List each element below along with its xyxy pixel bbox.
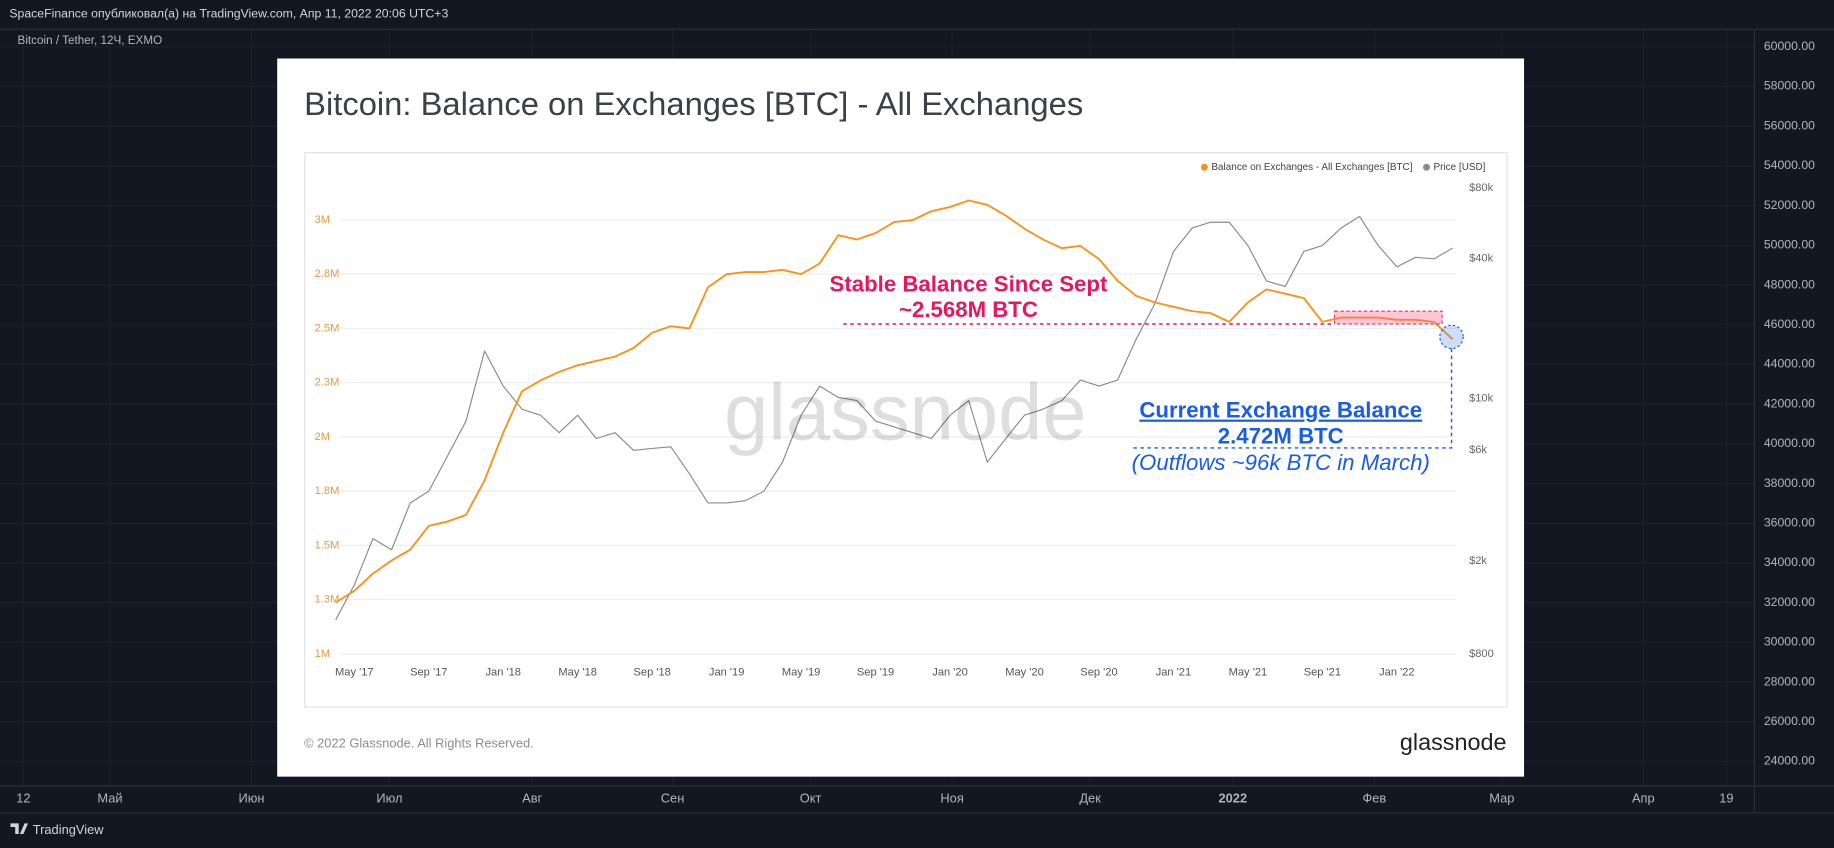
legend-label: Price [USD] (1434, 162, 1486, 173)
annotation: ~2.568M BTC (899, 297, 1038, 322)
time-tick-label: Сен (661, 790, 685, 805)
header: SpaceFinance опубликовал(а) на TradingVi… (9, 6, 448, 20)
annotation: 2.472M BTC (1218, 423, 1344, 448)
y2-tick-label: $800 (1469, 648, 1494, 660)
legend-swatch (1200, 163, 1208, 171)
time-tick-label: 12 (16, 790, 30, 805)
y-tick-label: 1M (315, 648, 330, 660)
price-tick-label: 46000.00 (1764, 317, 1815, 331)
x-tick-label: Jan '22 (1379, 666, 1414, 678)
x-tick-label: May '20 (1005, 666, 1044, 678)
y-tick-label: 1.3M (315, 594, 340, 606)
x-tick-label: Sep '19 (857, 666, 894, 678)
x-tick-label: May '19 (782, 666, 821, 678)
current-leader (1132, 348, 1453, 449)
y-tick-label: 2.8M (315, 268, 340, 280)
price-tick-label: 36000.00 (1764, 515, 1815, 529)
y-tick-label: 3M (315, 214, 330, 226)
x-tick-label: Sep '17 (410, 666, 447, 678)
y-tick-label: 2M (315, 431, 330, 443)
price-tick-label: 38000.00 (1764, 476, 1815, 490)
watermark: glassnode (724, 368, 1087, 457)
y-tick-label: 2.5M (315, 322, 340, 334)
x-tick-label: Sep '21 (1304, 666, 1341, 678)
legend-label: Balance on Exchanges - All Exchanges [BT… (1211, 162, 1412, 173)
time-tick-label: Июл (376, 790, 402, 805)
y2-tick-label: $2k (1469, 555, 1487, 567)
x-tick-label: Jan '19 (709, 666, 744, 678)
price-tick-label: 42000.00 (1764, 396, 1815, 410)
time-tick-label: Дек (1079, 790, 1101, 805)
y-tick-label: 1.8M (315, 485, 340, 497)
time-tick-label: Апр (1632, 790, 1655, 805)
brand: glassnode (1400, 729, 1507, 755)
x-tick-label: Jan '18 (485, 666, 520, 678)
time-tick-label: Мар (1489, 790, 1514, 805)
annotation: Current Exchange Balance (1139, 398, 1422, 423)
time-tick-label: 2022 (1218, 790, 1247, 805)
x-tick-label: Jan '20 (932, 666, 967, 678)
symbol: Bitcoin / Tether, 12Ч, EXMO (18, 34, 163, 47)
price-tick-label: 50000.00 (1764, 238, 1815, 252)
highlight (1334, 310, 1443, 325)
time-tick-label: Июн (238, 790, 264, 805)
footer: TradingView (33, 822, 104, 837)
legend-swatch (1423, 163, 1431, 171)
price-tick-label: 48000.00 (1764, 277, 1815, 291)
price-tick-label: 44000.00 (1764, 357, 1815, 371)
y2-tick-label: $80k (1469, 182, 1494, 194)
y2-tick-label: $6k (1469, 444, 1487, 456)
y2-tick-label: $40k (1469, 252, 1494, 264)
x-tick-label: May '18 (558, 666, 597, 678)
annotation: Stable Balance Since Sept (830, 271, 1108, 296)
price-tick-label: 32000.00 (1764, 595, 1815, 609)
y2-tick-label: $10k (1469, 392, 1494, 404)
time-tick-label: Авг (522, 790, 542, 805)
price-tick-label: 52000.00 (1764, 198, 1815, 212)
price-tick-label: 30000.00 (1764, 635, 1815, 649)
price-tick-label: 40000.00 (1764, 436, 1815, 450)
chart-title: Bitcoin: Balance on Exchanges [BTC] - Al… (304, 85, 1083, 122)
y-tick-label: 1.5M (315, 539, 340, 551)
x-tick-label: Jan '21 (1156, 666, 1191, 678)
time-tick-label: Окт (800, 790, 822, 805)
time-tick-label: Май (97, 790, 122, 805)
price-tick-label: 24000.00 (1764, 754, 1815, 768)
x-tick-label: Sep '18 (634, 666, 671, 678)
tv-logo (10, 823, 29, 834)
annotation: (Outflows ~96k BTC in March) (1132, 450, 1430, 475)
price-tick-label: 60000.00 (1764, 39, 1815, 53)
copyright: © 2022 Glassnode. All Rights Reserved. (304, 735, 534, 750)
series-line (335, 199, 1454, 604)
x-tick-label: May '17 (335, 666, 374, 678)
time-tick-label: Ноя (940, 790, 963, 805)
y-tick-label: 2.3M (315, 377, 340, 389)
time-tick-label: Фев (1362, 790, 1386, 805)
x-tick-label: Sep '20 (1080, 666, 1117, 678)
price-tick-label: 34000.00 (1764, 555, 1815, 569)
price-tick-label: 26000.00 (1764, 714, 1815, 728)
time-tick-label: 19 (1719, 790, 1733, 805)
price-tick-label: 58000.00 (1764, 79, 1815, 93)
current-marker (1439, 324, 1464, 350)
x-tick-label: May '21 (1229, 666, 1268, 678)
price-tick-label: 28000.00 (1764, 674, 1815, 688)
series-line (335, 215, 1453, 621)
price-tick-label: 54000.00 (1764, 158, 1815, 172)
price-tick-label: 56000.00 (1764, 118, 1815, 132)
